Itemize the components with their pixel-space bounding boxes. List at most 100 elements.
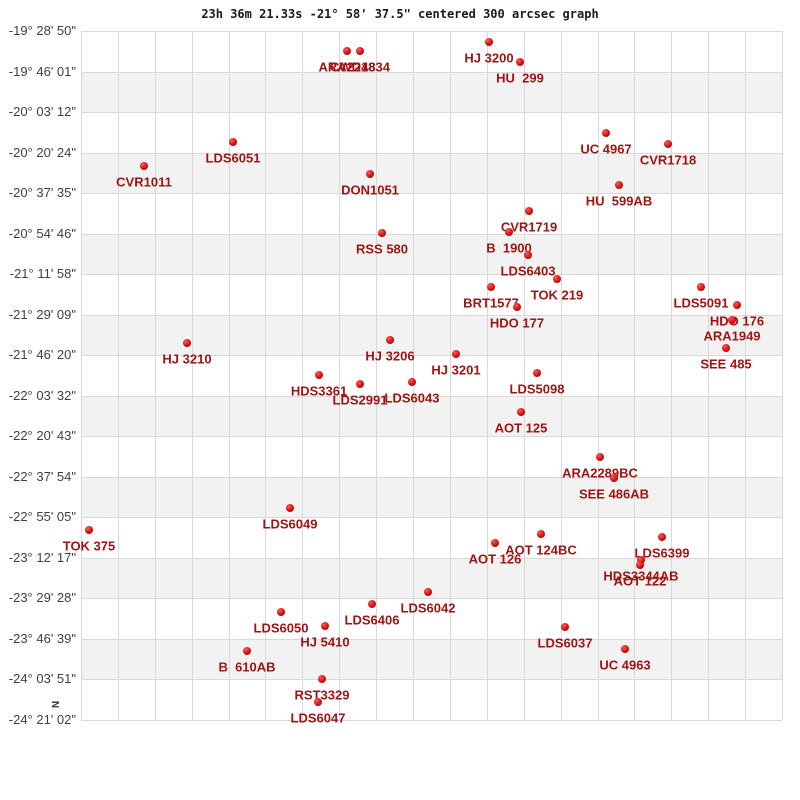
vertical-gridline (155, 31, 156, 720)
y-tick-label: -20° 03' 12" (8, 104, 76, 120)
star-point[interactable] (366, 170, 374, 178)
star-point[interactable] (243, 647, 251, 655)
star-point[interactable] (277, 608, 285, 616)
horizontal-gridline (81, 153, 782, 154)
star-point[interactable] (525, 207, 533, 215)
horizontal-gridline (81, 598, 782, 599)
star-point[interactable] (561, 623, 569, 631)
star-label: TOK 219 (530, 287, 584, 303)
star-label: HDO 177 (489, 315, 545, 331)
star-label: ARA2248 (318, 59, 376, 75)
star-point[interactable] (140, 162, 148, 170)
star-label: CVR1011 (116, 174, 172, 190)
star-label: BRT1577 (463, 295, 519, 311)
star-label: LDS6049 (262, 516, 318, 532)
vertical-gridline (265, 31, 266, 720)
vertical-gridline (450, 31, 451, 720)
star-point[interactable] (664, 140, 672, 148)
horizontal-gridline (81, 31, 782, 32)
star-point[interactable] (85, 526, 93, 534)
row-band (81, 395, 782, 437)
star-point[interactable] (636, 561, 644, 569)
horizontal-gridline (81, 477, 782, 478)
y-tick-label: -19° 46' 01" (8, 63, 76, 79)
star-point[interactable] (537, 530, 545, 538)
star-label: RSS 580 (355, 241, 409, 257)
star-point[interactable] (408, 378, 416, 386)
plot-area: ARA2248 CWD1834 HJ 3200 HU 299 UC 4967 CVR171… (63, 31, 783, 726)
star-point[interactable] (596, 453, 604, 461)
y-tick-label: -21° 11' 58" (9, 266, 76, 282)
star-point[interactable] (621, 645, 629, 653)
star-label: HU 299 (496, 70, 544, 86)
star-label: HJ 3200 (464, 50, 514, 66)
y-tick-label: -23° 46' 39" (8, 630, 76, 646)
star-point[interactable] (315, 371, 323, 379)
vertical-gridline (376, 31, 377, 720)
star-label: HJ 3206 (365, 348, 415, 364)
star-point[interactable] (516, 58, 524, 66)
y-tick-label: -22° 37' 54" (8, 468, 76, 484)
row-band (81, 152, 782, 194)
star-point[interactable] (452, 350, 460, 358)
star-point[interactable] (728, 316, 736, 324)
horizontal-gridline (81, 193, 782, 194)
horizontal-gridline (81, 315, 782, 316)
star-point[interactable] (343, 47, 351, 55)
star-point[interactable] (602, 129, 610, 137)
star-point[interactable] (485, 38, 493, 46)
star-point[interactable] (318, 675, 326, 683)
star-point[interactable] (321, 622, 329, 630)
star-label: LDS6050 (253, 620, 309, 636)
star-point[interactable] (533, 369, 541, 377)
star-point[interactable] (286, 504, 294, 512)
star-label: HDO 176 (709, 313, 765, 329)
horizontal-gridline (81, 274, 782, 275)
star-point[interactable] (658, 533, 666, 541)
star-point[interactable] (697, 283, 705, 291)
star-point[interactable] (491, 539, 499, 547)
star-point[interactable] (505, 228, 513, 236)
star-point[interactable] (386, 336, 394, 344)
star-label: LDS6043 (384, 390, 440, 406)
horizontal-gridline (81, 517, 782, 518)
star-point[interactable] (517, 408, 525, 416)
star-label: SEE 486AB (578, 486, 650, 502)
star-point[interactable] (615, 181, 623, 189)
star-point[interactable] (733, 301, 741, 309)
star-point[interactable] (637, 556, 645, 564)
star-point[interactable] (722, 344, 730, 352)
row-band (81, 31, 782, 72)
star-label: LDS6051 (205, 150, 261, 166)
row-band (81, 193, 782, 234)
y-tick-label: -23° 12' 17" (8, 549, 76, 565)
row-band (81, 679, 782, 720)
horizontal-gridline (81, 720, 782, 721)
star-point[interactable] (524, 251, 532, 259)
chart-title: 23h 36m 21.33s -21° 58' 37.5" centered 3… (201, 7, 599, 21)
star-point[interactable] (424, 588, 432, 596)
star-point[interactable] (356, 380, 364, 388)
vertical-gridline (782, 31, 783, 720)
star-point[interactable] (513, 303, 521, 311)
star-point[interactable] (610, 474, 618, 482)
star-label: LDS6042 (400, 600, 456, 616)
star-point[interactable] (183, 339, 191, 347)
star-label: CWD1834 (330, 59, 390, 75)
vertical-gridline (229, 31, 230, 720)
star-point[interactable] (368, 600, 376, 608)
star-point[interactable] (553, 275, 561, 283)
vertical-gridline (302, 31, 303, 720)
row-band (81, 436, 782, 477)
star-point[interactable] (229, 138, 237, 146)
vertical-gridline (339, 31, 340, 720)
star-point[interactable] (356, 47, 364, 55)
horizontal-gridline (81, 558, 782, 559)
star-point[interactable] (314, 698, 322, 706)
star-point[interactable] (487, 283, 495, 291)
star-label: TOK 375 (62, 538, 116, 554)
star-label: HDS3344AB (603, 568, 679, 584)
horizontal-gridline (81, 396, 782, 397)
star-point[interactable] (378, 229, 386, 237)
